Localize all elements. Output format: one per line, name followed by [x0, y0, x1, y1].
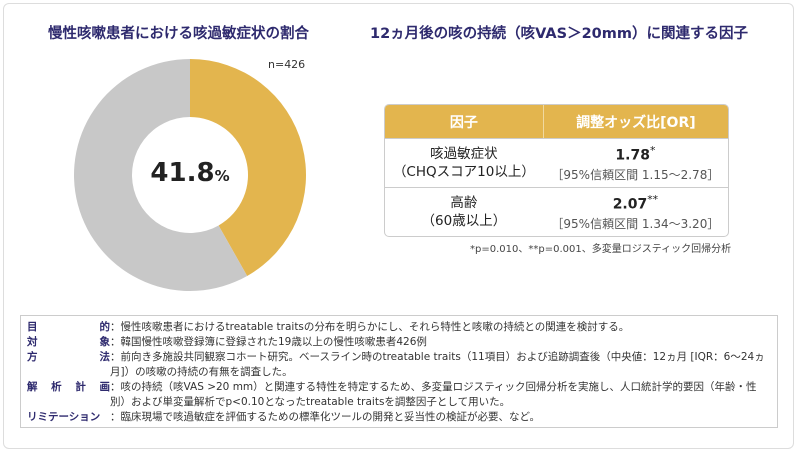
methods-box: 目的：慢性咳嗽患者におけるtreatable traitsの分布を明らかにし、そ… — [20, 315, 778, 428]
header-or: 調整オッズ比[OR] — [542, 105, 728, 138]
methods-row: 解 析 計 画：咳の持続（咳VAS >20 mm）と関連する特性を特定するため、多変量… — [27, 380, 771, 410]
sample-size: n=426 — [268, 58, 306, 71]
right-title: 12ヵ月後の咳の持続（咳VAS＞20mm）に関連する因子 — [370, 26, 748, 42]
factor-detail: （CHQスコア10以上） — [392, 164, 535, 180]
methods-text: ：前向き多施設共同観察コホート研究。ベースライン時のtreatable trai… — [110, 351, 765, 378]
label-char: リミテーション — [27, 411, 101, 423]
label-char: 的 — [99, 321, 111, 333]
methods-label: 対象 — [27, 335, 110, 350]
significance: * — [649, 144, 656, 158]
center-value: 41.8 — [150, 158, 215, 188]
center-unit: % — [214, 167, 230, 185]
label-char: 象 — [99, 336, 111, 348]
label-char: 法 — [99, 351, 111, 363]
factor-detail: （60歳以上） — [421, 213, 507, 229]
methods-row: 方法：前向き多施設共同観察コホート研究。ベースライン時のtreatable tr… — [27, 350, 771, 380]
factor-name: 咳過敏症状 — [430, 146, 498, 162]
header-factor: 因子 — [385, 105, 543, 138]
table-row: 咳過敏症状 （CHQスコア10以上） 1.78* ［95%信頼区間 1.15～2.7… — [385, 138, 728, 187]
label-char: 目 — [27, 321, 38, 333]
slice-other — [73, 59, 248, 291]
methods-text: ：臨床現場で咳過敏症を評価するための標準化ツールの開発と妥当性の検証が必要、など… — [110, 411, 540, 423]
methods-text: ：慢性咳嗽患者におけるtreatable traitsの分布を明らかにし、それら… — [110, 321, 630, 333]
label-char: 析 — [51, 381, 62, 393]
left-title: 慢性咳嗽患者における咳過敏症状の割合 — [48, 26, 309, 42]
significance: ** — [647, 193, 659, 207]
methods-label: 目的 — [27, 320, 110, 335]
label-char: 解 — [27, 381, 38, 393]
methods-label: リミテーション — [27, 410, 110, 425]
methods-text: ：韓国慢性咳嗽登録簿に登録された19歳以上の慢性咳嗽患者426例 — [110, 336, 427, 348]
methods-label: 解析計画 — [27, 380, 110, 410]
slice-cough-hypersensitivity — [190, 59, 306, 276]
confidence-interval: ［95%信頼区間 1.34～3.20］ — [551, 216, 720, 231]
panel-border — [3, 3, 794, 449]
factor-name: 高齢 — [450, 195, 478, 211]
methods-row: リミテーション ：臨床現場で咳過敏症を評価するための標準化ツールの開発と妥当性の検… — [27, 410, 771, 425]
odds-ratio-table: 因子 調整オッズ比[OR] 咳過敏症状 （CHQスコア10以上） 1.78* ［95%… — [384, 104, 729, 237]
label-char: 画 — [99, 381, 110, 393]
methods-label: 方法 — [27, 350, 110, 380]
methods-row: 目的：慢性咳嗽患者におけるtreatable traitsの分布を明らかにし、そ… — [27, 320, 771, 335]
table-row: 高齢 （60歳以上） 2.07** ［95%信頼区間 1.34～3.20］ — [385, 187, 728, 236]
or-value: 1.78 — [615, 147, 650, 164]
donut-chart — [73, 59, 306, 291]
label-char: 計 — [75, 381, 86, 393]
footnote: *p=0.010、**p=0.001、多変量ロジスティック回帰分析 — [470, 244, 732, 255]
or-value: 2.07 — [612, 196, 648, 213]
center-percentage: 41.8% — [140, 158, 240, 188]
label-char: 対 — [27, 336, 38, 348]
methods-text: ：咳の持続（咳VAS >20 mm）と関連する特性を特定するため、多変量ロジステ… — [110, 381, 757, 408]
methods-row: 対象：韓国慢性咳嗽登録簿に登録された19歳以上の慢性咳嗽患者426例 — [27, 335, 771, 350]
label-char: 方 — [27, 351, 38, 363]
confidence-interval: ［95%信頼区間 1.15～2.78］ — [551, 167, 720, 182]
